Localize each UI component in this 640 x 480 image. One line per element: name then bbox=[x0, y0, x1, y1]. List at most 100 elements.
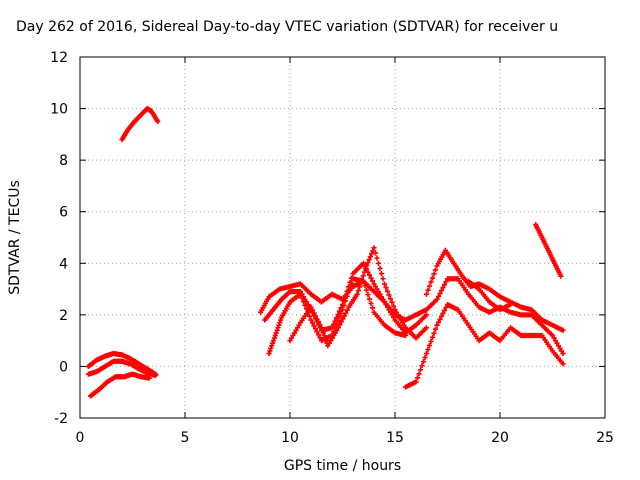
x-tick-label: 20 bbox=[491, 430, 509, 446]
data-series bbox=[119, 105, 161, 143]
data-point bbox=[363, 265, 369, 272]
grid bbox=[80, 57, 605, 418]
data-point bbox=[320, 330, 326, 336]
data-point bbox=[323, 338, 329, 344]
data-series bbox=[402, 301, 566, 390]
data-point bbox=[438, 313, 445, 319]
data-point bbox=[368, 300, 374, 307]
data-point bbox=[340, 316, 346, 322]
data-point bbox=[423, 312, 430, 318]
data-point bbox=[414, 375, 421, 381]
data-point bbox=[437, 316, 443, 322]
data-point bbox=[321, 332, 327, 339]
data-point bbox=[278, 317, 284, 323]
data-point bbox=[360, 260, 367, 266]
data-point bbox=[269, 343, 275, 349]
x-tick-label: 15 bbox=[386, 430, 404, 446]
data-point bbox=[560, 327, 566, 333]
data-point bbox=[438, 287, 445, 294]
data-point bbox=[425, 287, 431, 293]
data-point bbox=[155, 118, 161, 125]
y-tick-label: 12 bbox=[50, 50, 68, 66]
y-tick-label: 2 bbox=[59, 308, 68, 324]
data-point bbox=[431, 330, 437, 336]
data-point bbox=[153, 372, 159, 379]
y-tick-label: 8 bbox=[59, 153, 68, 169]
data-point bbox=[365, 259, 371, 266]
data-point bbox=[428, 338, 434, 344]
data-point bbox=[276, 322, 282, 328]
data-point bbox=[443, 279, 449, 285]
data-point bbox=[431, 271, 437, 277]
data-point bbox=[428, 279, 434, 285]
data-series bbox=[423, 276, 566, 357]
data-point bbox=[146, 375, 152, 381]
data-point bbox=[299, 295, 305, 301]
data-point bbox=[420, 359, 427, 365]
data-point bbox=[429, 334, 436, 340]
data-point bbox=[366, 272, 373, 278]
data-point bbox=[425, 346, 431, 353]
data-point bbox=[366, 257, 372, 263]
x-tick-label: 5 bbox=[181, 430, 190, 446]
data-point bbox=[297, 291, 304, 297]
data-point bbox=[335, 325, 341, 331]
data-point bbox=[560, 350, 566, 357]
data-point bbox=[347, 284, 353, 291]
data-point bbox=[317, 335, 323, 341]
y-tick-label: 4 bbox=[59, 256, 68, 272]
data-point bbox=[434, 296, 440, 302]
y-tick-label: -2 bbox=[54, 411, 68, 427]
data-point bbox=[374, 255, 380, 261]
data-point bbox=[440, 310, 446, 316]
data-point bbox=[422, 354, 428, 361]
x-axis-label: GPS time / hours bbox=[284, 458, 401, 474]
data-point bbox=[348, 280, 355, 286]
data-point bbox=[309, 320, 316, 326]
data-point bbox=[419, 363, 425, 369]
plot-frame bbox=[79, 56, 606, 419]
data-point bbox=[416, 371, 422, 377]
data-point bbox=[426, 342, 433, 349]
data-point bbox=[275, 325, 281, 331]
data-point bbox=[371, 245, 377, 251]
data-point bbox=[312, 326, 319, 332]
data-point bbox=[272, 332, 278, 339]
data-point bbox=[426, 283, 433, 289]
data-point bbox=[267, 348, 273, 354]
data-point bbox=[381, 281, 388, 287]
data-series bbox=[266, 276, 409, 357]
data-point bbox=[367, 254, 373, 260]
data-point bbox=[336, 314, 343, 320]
data-point bbox=[361, 269, 367, 275]
y-tick-label: 0 bbox=[59, 359, 68, 375]
data-point bbox=[558, 273, 564, 279]
data-point bbox=[384, 288, 391, 294]
data-point bbox=[354, 291, 360, 297]
data-point bbox=[441, 307, 448, 314]
data-point bbox=[339, 307, 346, 313]
data-point bbox=[315, 319, 322, 325]
data-point bbox=[366, 296, 373, 302]
data-point bbox=[312, 313, 319, 319]
data-point bbox=[507, 301, 514, 308]
data-point bbox=[435, 319, 442, 325]
data-point bbox=[386, 292, 392, 298]
data-point bbox=[319, 327, 325, 333]
data-point bbox=[338, 319, 344, 325]
x-tick-label: 25 bbox=[596, 430, 614, 446]
data-point bbox=[277, 319, 283, 326]
data-point bbox=[317, 322, 323, 328]
data-marks bbox=[85, 105, 566, 399]
data-point bbox=[402, 332, 409, 339]
data-point bbox=[308, 304, 314, 310]
data-point bbox=[359, 276, 365, 283]
data-point bbox=[413, 379, 419, 385]
x-tick-label: 0 bbox=[76, 430, 85, 446]
data-point bbox=[311, 310, 317, 316]
data-point bbox=[434, 322, 440, 328]
data-point bbox=[308, 317, 314, 323]
data-point bbox=[306, 313, 313, 319]
data-point bbox=[368, 275, 374, 281]
data-point bbox=[343, 310, 349, 316]
